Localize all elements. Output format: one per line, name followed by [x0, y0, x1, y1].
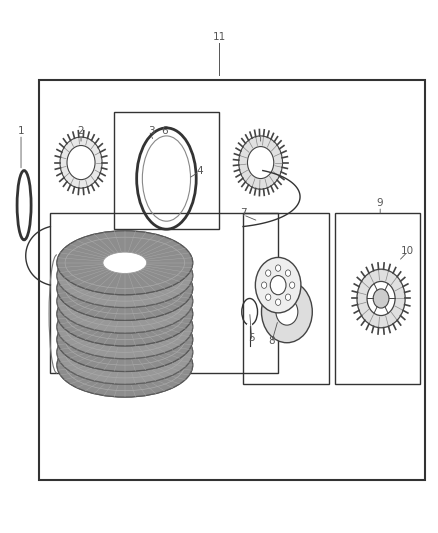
Ellipse shape — [57, 295, 193, 359]
Text: 3: 3 — [148, 126, 155, 135]
Circle shape — [239, 136, 283, 189]
Ellipse shape — [57, 320, 193, 384]
Ellipse shape — [57, 295, 193, 359]
Text: 7: 7 — [240, 208, 247, 218]
Text: 2: 2 — [78, 126, 85, 135]
Bar — [243, 213, 328, 384]
Circle shape — [373, 289, 389, 308]
Ellipse shape — [57, 231, 193, 295]
Text: 10: 10 — [401, 246, 414, 255]
Ellipse shape — [57, 308, 193, 372]
Ellipse shape — [103, 316, 147, 337]
Ellipse shape — [57, 269, 193, 333]
Ellipse shape — [103, 303, 147, 325]
Circle shape — [286, 294, 291, 301]
Text: 8: 8 — [268, 336, 275, 346]
Circle shape — [276, 265, 281, 271]
Circle shape — [265, 270, 271, 276]
Ellipse shape — [103, 329, 147, 350]
Ellipse shape — [103, 265, 147, 286]
Circle shape — [265, 294, 271, 301]
Ellipse shape — [57, 333, 193, 397]
Text: 4: 4 — [196, 166, 203, 175]
Text: 6: 6 — [161, 126, 168, 135]
Bar — [335, 213, 420, 384]
Ellipse shape — [103, 252, 147, 273]
Ellipse shape — [57, 320, 193, 384]
Circle shape — [67, 146, 95, 180]
Circle shape — [247, 147, 274, 179]
Ellipse shape — [57, 231, 193, 295]
Circle shape — [367, 281, 395, 316]
Circle shape — [276, 298, 298, 325]
Ellipse shape — [57, 282, 193, 346]
Circle shape — [270, 276, 286, 295]
Ellipse shape — [57, 269, 193, 333]
Ellipse shape — [57, 256, 193, 320]
Ellipse shape — [57, 244, 193, 308]
Ellipse shape — [57, 282, 193, 346]
Bar — [39, 80, 425, 480]
Circle shape — [290, 282, 295, 288]
Circle shape — [276, 299, 281, 305]
Text: 5: 5 — [248, 334, 255, 343]
Text: 1: 1 — [18, 126, 25, 135]
Circle shape — [255, 257, 301, 313]
Circle shape — [60, 137, 102, 188]
Circle shape — [261, 281, 312, 343]
Ellipse shape — [57, 244, 193, 308]
Ellipse shape — [103, 342, 147, 363]
Ellipse shape — [103, 278, 147, 299]
Ellipse shape — [57, 333, 193, 397]
Circle shape — [261, 282, 267, 288]
Text: 11: 11 — [212, 33, 226, 42]
Ellipse shape — [103, 354, 147, 376]
Circle shape — [357, 269, 405, 328]
Circle shape — [286, 270, 291, 276]
Ellipse shape — [103, 290, 147, 312]
Ellipse shape — [57, 256, 193, 320]
Text: 9: 9 — [377, 198, 384, 207]
Bar — [50, 213, 278, 373]
Bar — [114, 112, 219, 229]
Ellipse shape — [57, 308, 193, 372]
